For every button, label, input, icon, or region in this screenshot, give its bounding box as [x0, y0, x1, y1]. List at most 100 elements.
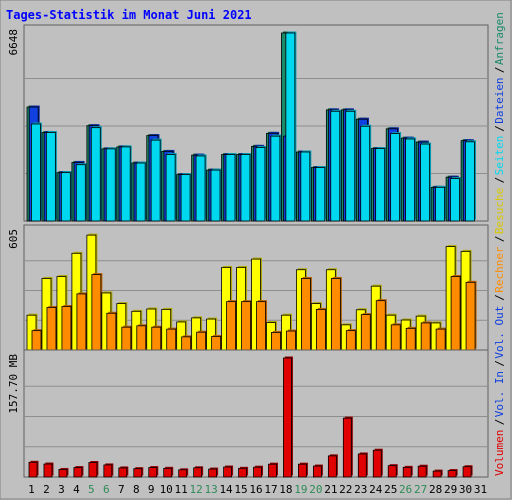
bar-face	[402, 466, 412, 478]
bar-seiten-day-5	[90, 126, 102, 222]
x-tick-label-22: 22	[339, 483, 352, 496]
bar-face	[43, 463, 53, 478]
bar-volumen-day-3	[58, 467, 69, 478]
bar-face	[151, 326, 162, 351]
bar-face	[75, 164, 86, 222]
bar-seiten-day-23	[360, 124, 372, 222]
bar-rechner-day-28	[435, 327, 447, 351]
bar-rechner-day-25	[390, 323, 402, 351]
bar-face	[420, 143, 430, 222]
panel-middle: 605	[7, 224, 489, 351]
bar-rechner-day-17	[271, 330, 282, 351]
x-tick-label-20: 20	[309, 483, 322, 496]
bar-face	[181, 336, 192, 351]
bar-face	[28, 461, 38, 478]
x-tick-label-21: 21	[324, 483, 337, 496]
bar-face	[450, 178, 460, 222]
bar-face	[253, 466, 262, 478]
legend-seiten: Seiten	[493, 136, 506, 176]
bar-volumen-day-2	[43, 462, 54, 478]
bar-seiten-day-7	[120, 145, 132, 222]
bar-face	[226, 301, 236, 351]
bar-face	[208, 468, 218, 478]
bar-face	[196, 331, 207, 351]
bar-face	[118, 467, 128, 478]
bar-face	[450, 276, 461, 351]
bar-face	[105, 148, 116, 222]
bar-rechner-day-21	[330, 276, 342, 351]
bar-face	[45, 132, 56, 222]
x-tick-label-15: 15	[234, 483, 247, 496]
legend-separator: /	[493, 294, 506, 301]
legend-separator: /	[493, 360, 506, 367]
x-tick-label-4: 4	[73, 483, 80, 496]
bar-seiten-day-1	[30, 122, 42, 222]
bar-face	[211, 336, 222, 351]
bar-seiten-day-16	[255, 145, 267, 222]
bar-seiten-day-27	[420, 142, 432, 222]
bar-face	[345, 110, 356, 222]
legend-besuche: Besuche	[493, 188, 506, 234]
bar-face	[91, 274, 102, 351]
bar-face	[193, 467, 203, 478]
bar-seiten-day-8	[135, 161, 147, 222]
bar-face	[103, 464, 113, 478]
bar-seiten-day-18	[285, 31, 297, 222]
legend-separator: /	[493, 235, 506, 242]
x-tick-label-16: 16	[249, 483, 262, 496]
bar-face	[435, 328, 446, 351]
bar-seiten-day-3	[60, 171, 72, 222]
panel-top-max-label: 6648	[7, 29, 20, 56]
bar-face	[120, 146, 131, 222]
x-tick-label-19: 19	[294, 483, 307, 496]
panel-top: 6648	[7, 24, 489, 222]
bar-face	[31, 330, 42, 351]
bar-volumen-day-16	[253, 465, 264, 478]
bar-seiten-day-25	[390, 132, 402, 222]
x-tick-label-6: 6	[103, 483, 110, 496]
bar-volumen-day-12	[193, 466, 204, 478]
bar-face	[447, 470, 457, 478]
bar-volumen-day-28	[432, 469, 443, 478]
bar-rechner-day-18	[286, 329, 297, 351]
panel-bottom-max-label: 157.70 MB	[7, 354, 20, 414]
bar-face	[106, 312, 117, 351]
bar-face	[301, 278, 311, 351]
bar-face	[390, 133, 401, 222]
bar-volumen-day-14	[223, 465, 234, 478]
bar-face	[148, 467, 158, 478]
bar-face	[417, 465, 427, 478]
x-tick-label-9: 9	[148, 483, 155, 496]
bar-face	[133, 468, 143, 478]
legend-separator: /	[493, 419, 506, 426]
bar-face	[241, 301, 251, 351]
bar-rechner-day-24	[375, 299, 387, 351]
bar-face	[150, 139, 161, 222]
bar-face	[30, 123, 41, 222]
bar-face	[238, 467, 247, 478]
bar-face	[330, 278, 341, 351]
bar-seiten-day-24	[375, 147, 387, 222]
bar-face	[312, 465, 322, 478]
bar-rechner-day-9	[151, 325, 163, 351]
bar-volumen-day-19	[298, 462, 308, 478]
bar-rechner-day-6	[106, 311, 118, 351]
bar-volumen-day-18	[283, 356, 293, 478]
bar-volumen-day-15	[238, 466, 249, 478]
bar-rechner-day-15	[241, 300, 253, 351]
legend-rechner: Rechner	[493, 246, 506, 293]
x-axis-tick-labels: 1 2 3 4 5 6 7 8 9 10 11 12 13 14 15 16 17 18 19 20 21 22 23 24 2…	[28, 483, 487, 496]
panel-bottom: 157.70 MB	[7, 349, 489, 478]
bar-volumen-day-11	[178, 468, 189, 478]
bar-face	[390, 324, 401, 351]
bar-face	[136, 325, 147, 351]
x-tick-label-1: 1	[28, 483, 35, 496]
bar-volumen-day-26	[402, 465, 413, 478]
x-tick-label-27: 27	[414, 483, 427, 496]
panel-middle-max-label: 605	[7, 229, 20, 249]
bar-face	[405, 138, 415, 222]
bar-seiten-day-10	[165, 153, 177, 222]
bar-volumen-day-27	[417, 464, 428, 478]
bar-face	[345, 330, 356, 351]
